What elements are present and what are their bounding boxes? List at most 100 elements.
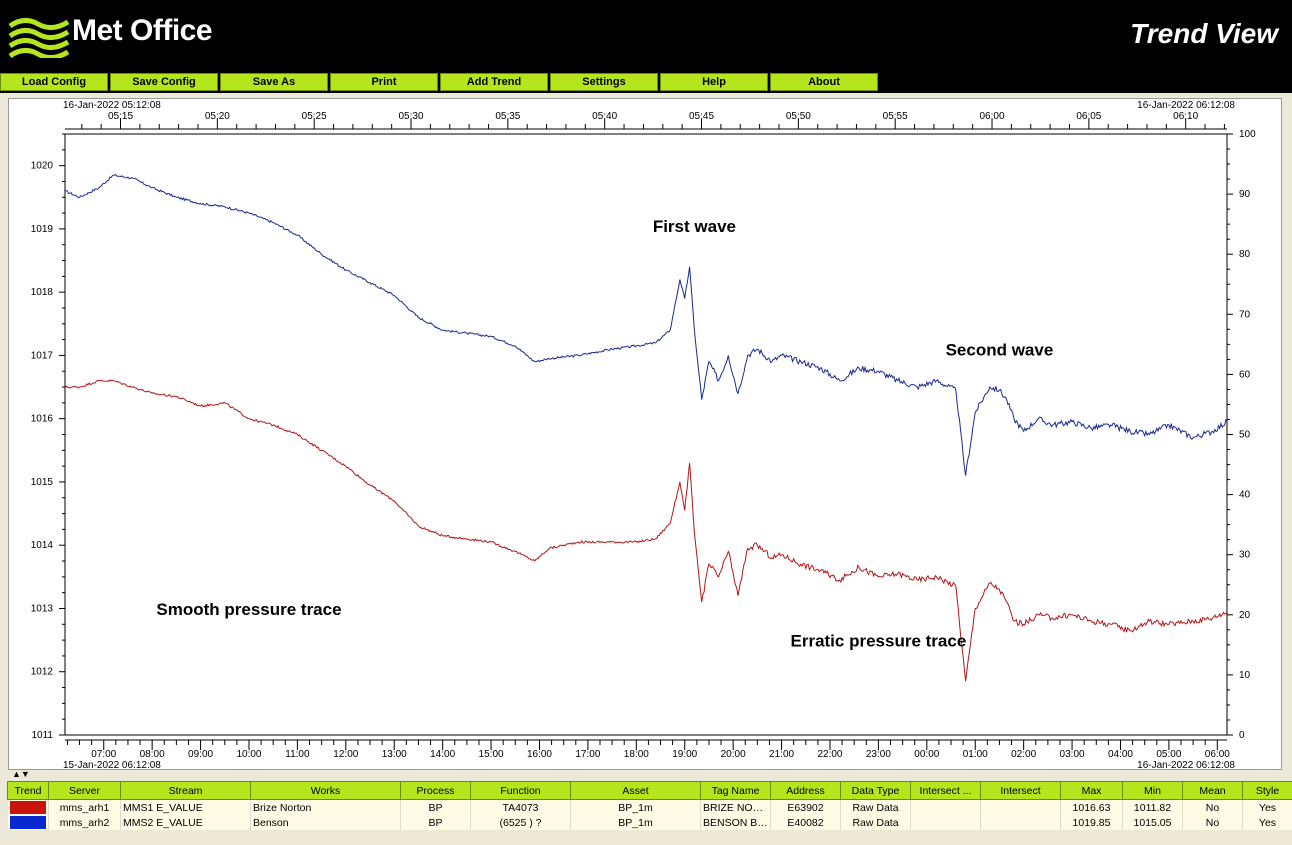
print-button[interactable]: Print	[330, 73, 438, 91]
right-axis-tick-label: 90	[1239, 189, 1251, 200]
top-axis-tick-label: 05:35	[495, 111, 520, 122]
cell-style: Yes	[1242, 815, 1292, 830]
table-row[interactable]: mms_arh2 MMS2 E_VALUE Benson BP (6525 ) …	[7, 815, 1292, 830]
top-axis-tick-label: 05:30	[399, 111, 424, 122]
column-header-server[interactable]: Server	[48, 781, 121, 800]
cell-style: Yes	[1242, 799, 1292, 815]
bottom-axis-tick-label: 20:00	[721, 749, 746, 760]
bottom-axis-tick-label: 05:00	[1156, 749, 1181, 760]
column-header-process[interactable]: Process	[400, 781, 471, 800]
right-axis-tick-label: 20	[1239, 610, 1251, 621]
cell-stream: MMS1 E_VALUE	[120, 799, 251, 815]
bottom-axis-tick-label: 16:00	[527, 749, 552, 760]
load-config-button[interactable]: Load Config	[0, 73, 108, 91]
bottom-axis-tick-label: 22:00	[817, 749, 842, 760]
right-axis-tick-label: 0	[1239, 730, 1245, 741]
cell-process: BP	[400, 799, 471, 815]
column-header-intersect-time[interactable]: Intersect ...	[910, 781, 981, 800]
bottom-axis-tick-label: 02:00	[1011, 749, 1036, 760]
left-axis-tick-label: 1015	[31, 477, 54, 488]
about-button[interactable]: About	[770, 73, 878, 91]
right-axis-tick-label: 80	[1239, 249, 1251, 260]
column-header-min[interactable]: Min	[1122, 781, 1183, 800]
settings-button[interactable]: Settings	[550, 73, 658, 91]
met-office-logo-icon	[8, 18, 70, 58]
bottom-axis-tick-label: 10:00	[236, 749, 261, 760]
trend-color-swatch[interactable]	[7, 815, 49, 830]
column-header-function[interactable]: Function	[470, 781, 571, 800]
left-axis-tick-label: 1020	[31, 161, 54, 172]
trend-chart-svg[interactable]: 16-Jan-2022 05:12:08 16-Jan-2022 06:12:08…	[9, 99, 1281, 769]
bottom-axis-tick-label: 18:00	[624, 749, 649, 760]
table-row[interactable]: mms_arh1 MMS1 E_VALUE Brize Norton BP TA…	[7, 799, 1292, 815]
column-header-mean[interactable]: Mean	[1182, 781, 1243, 800]
left-axis-tick-label: 1016	[31, 414, 54, 425]
left-axis-tick-label: 1014	[31, 540, 54, 551]
left-axis-tick-label: 1019	[31, 224, 54, 235]
column-header-trend[interactable]: Trend	[7, 781, 49, 800]
left-axis-tick-label: 1017	[31, 350, 54, 361]
chart-annotation: Second wave	[946, 340, 1054, 359]
top-axis-tick-label: 05:40	[592, 111, 617, 122]
top-axis-tick-label: 05:45	[689, 111, 714, 122]
series-line-brize-norton	[64, 379, 1228, 682]
column-header-data-type[interactable]: Data Type	[840, 781, 911, 800]
bottom-axis-tick-label: 14:00	[430, 749, 455, 760]
left-axis-tick-label: 1011	[31, 730, 53, 741]
save-config-button[interactable]: Save Config	[110, 73, 218, 91]
top-axis-tick-label: 05:20	[205, 111, 230, 122]
bottom-axis-tick-label: 19:00	[672, 749, 697, 760]
cell-intersect	[980, 815, 1061, 830]
cell-tag-name: BENSON BP...	[700, 815, 771, 830]
column-header-style[interactable]: Style	[1242, 781, 1292, 800]
trend-color-swatch[interactable]	[7, 799, 49, 815]
app-title: Trend View	[1130, 18, 1278, 49]
bottom-axis-tick-label: 13:00	[382, 749, 407, 760]
bottom-axis-tick-label: 00:00	[914, 749, 939, 760]
cell-data-type: Raw Data	[840, 799, 911, 815]
cell-data-type: Raw Data	[840, 815, 911, 830]
cell-mean: No	[1182, 799, 1243, 815]
top-axis-tick-label: 05:50	[786, 111, 811, 122]
cell-max: 1019.85	[1060, 815, 1123, 830]
column-header-stream[interactable]: Stream	[120, 781, 251, 800]
left-axis-tick-label: 1018	[31, 287, 54, 298]
cell-mean: No	[1182, 815, 1243, 830]
column-header-intersect[interactable]: Intersect	[980, 781, 1061, 800]
left-axis-tick-label: 1013	[31, 603, 54, 614]
cell-works: Brize Norton	[250, 799, 401, 815]
cell-server: mms_arh1	[48, 799, 121, 815]
panel-resize-arrows-icon[interactable]: ▲▼	[12, 769, 30, 779]
column-header-works[interactable]: Works	[250, 781, 401, 800]
bottom-axis-tick-label: 11:00	[285, 749, 310, 760]
top-axis-tick-label: 06:10	[1173, 111, 1198, 122]
right-axis-tick-label: 50	[1239, 430, 1251, 441]
cell-min: 1011.82	[1122, 799, 1183, 815]
app-header: Met Office Trend View Load Config Save C…	[0, 0, 1292, 93]
cell-tag-name: BRIZE NOR...	[700, 799, 771, 815]
top-axis-start-label: 16-Jan-2022 05:12:08	[63, 100, 161, 111]
column-header-asset[interactable]: Asset	[570, 781, 701, 800]
add-trend-button[interactable]: Add Trend	[440, 73, 548, 91]
bottom-axis-tick-label: 12:00	[333, 749, 358, 760]
bottom-axis-end-label: 16-Jan-2022 06:12:08	[1137, 760, 1235, 769]
top-axis-tick-label: 06:00	[980, 111, 1005, 122]
table-header-row: Trend Server Stream Works Process Functi…	[7, 781, 1292, 800]
cell-process: BP	[400, 815, 471, 830]
top-axis-tick-label: 05:25	[302, 111, 327, 122]
cell-stream: MMS2 E_VALUE	[120, 815, 251, 830]
help-button[interactable]: Help	[660, 73, 768, 91]
cell-min: 1015.05	[1122, 815, 1183, 830]
column-header-tag-name[interactable]: Tag Name	[700, 781, 771, 800]
column-header-address[interactable]: Address	[770, 781, 841, 800]
bottom-axis-tick-label: 03:00	[1060, 749, 1085, 760]
save-as-button[interactable]: Save As	[220, 73, 328, 91]
cell-asset: BP_1m	[570, 815, 701, 830]
right-axis-tick-label: 30	[1239, 550, 1251, 561]
chart-annotation: Erratic pressure trace	[791, 631, 967, 650]
logo-text: Met Office	[72, 14, 213, 47]
trend-table: Trend Server Stream Works Process Functi…	[7, 781, 1292, 830]
trend-color-swatch-fill	[9, 801, 46, 814]
trend-chart[interactable]: 16-Jan-2022 05:12:08 16-Jan-2022 06:12:08…	[8, 98, 1282, 770]
column-header-max[interactable]: Max	[1060, 781, 1123, 800]
